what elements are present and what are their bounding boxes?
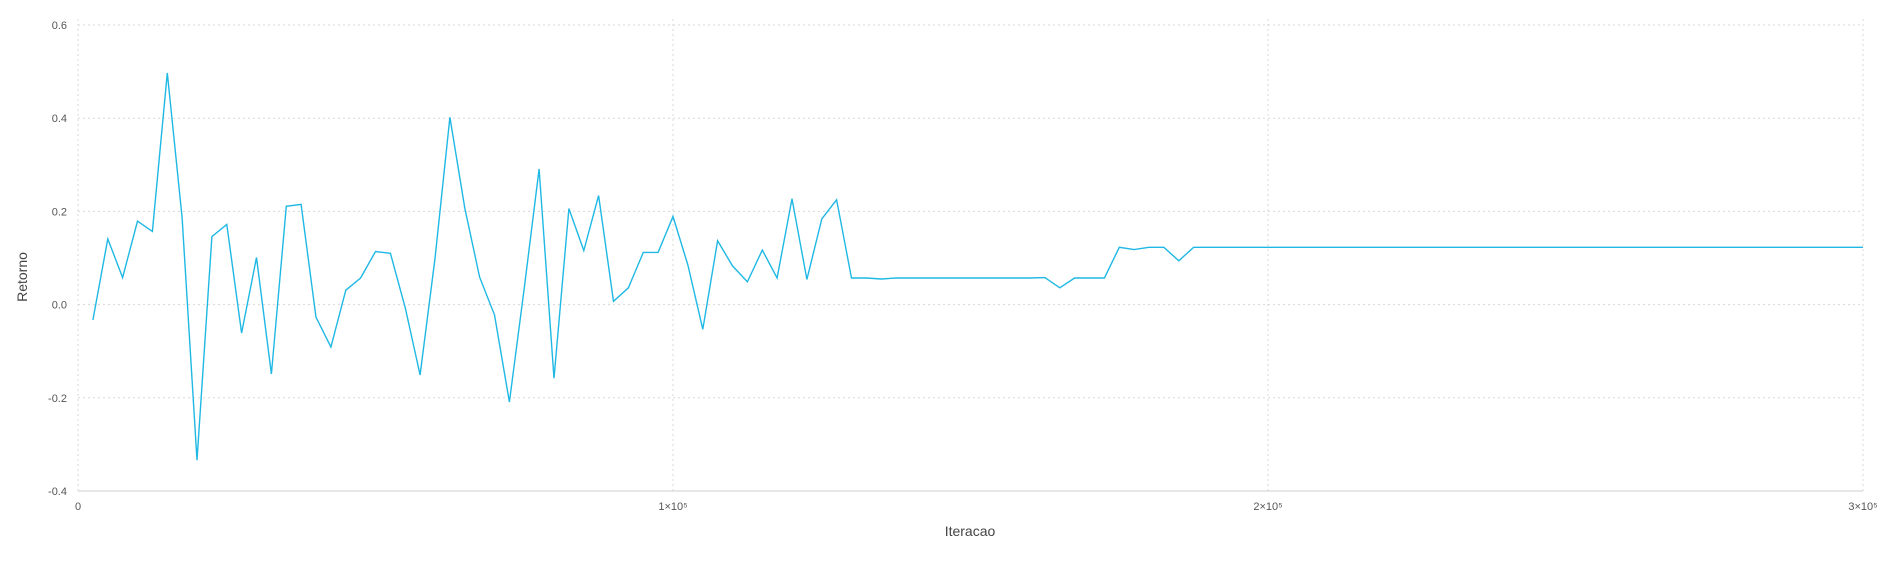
y-tick-label: -0.4	[48, 486, 67, 498]
x-tick-label: 3×10⁵	[1848, 501, 1877, 513]
y-tick-label: 0.0	[52, 300, 67, 312]
y-axis-label: Retorno	[14, 252, 30, 302]
x-tick-labels: 0 1×10⁵ 2×10⁵ 3×10⁵	[75, 501, 1878, 513]
x-tick-label: 2×10⁵	[1253, 501, 1282, 513]
series-line	[92, 72, 1863, 461]
y-tick-label: -0.2	[48, 393, 67, 405]
x-axis-label: Iteracao	[945, 523, 996, 539]
series-lines	[92, 72, 1863, 461]
grid-lines	[77, 19, 1864, 492]
x-tick-label: 1×10⁵	[658, 501, 687, 513]
y-tick-label: 0.4	[52, 113, 67, 125]
y-tick-label: 0.6	[52, 20, 67, 32]
x-tick-label: 0	[75, 501, 81, 513]
y-tick-label: 0.2	[52, 206, 67, 218]
y-tick-labels: -0.4 -0.2 0.0 0.2 0.4 0.6	[48, 20, 67, 498]
